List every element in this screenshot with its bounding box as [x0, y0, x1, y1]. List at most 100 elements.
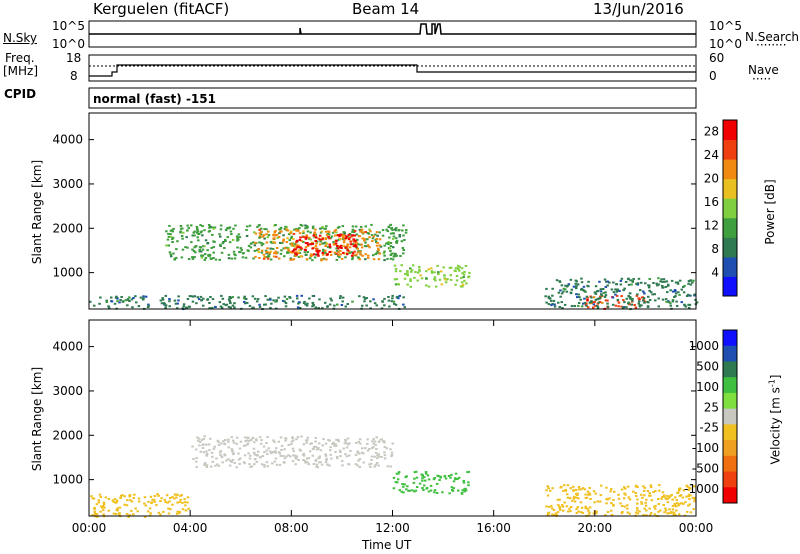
data-pixel — [377, 455, 381, 458]
data-pixel — [359, 253, 363, 256]
data-pixel — [114, 501, 117, 504]
data-pixel — [188, 295, 192, 298]
data-pixel — [277, 296, 280, 299]
data-pixel — [353, 229, 357, 232]
data-pixel — [191, 300, 195, 303]
data-pixel — [306, 244, 310, 247]
data-pixel — [351, 300, 354, 303]
data-pixel — [434, 285, 438, 288]
data-pixel — [340, 257, 344, 260]
data-pixel — [406, 271, 409, 274]
data-pixel — [315, 240, 319, 243]
data-pixel — [111, 499, 115, 502]
colorbar-swatch — [723, 471, 737, 488]
data-pixel — [131, 306, 134, 309]
data-pixel — [214, 464, 217, 467]
data-pixel — [345, 446, 349, 449]
data-pixel — [682, 489, 686, 492]
data-pixel — [345, 442, 348, 445]
data-pixel — [298, 252, 302, 254]
data-pixel — [615, 290, 618, 293]
data-pixel — [335, 239, 338, 242]
data-pixel — [316, 251, 320, 254]
data-pixel — [355, 233, 359, 236]
data-pixel — [588, 487, 591, 489]
data-pixel — [346, 244, 349, 247]
data-pixel — [358, 452, 361, 455]
data-pixel — [137, 305, 141, 308]
colorbar-tick-label: -500 — [692, 462, 719, 476]
data-pixel — [371, 440, 374, 443]
data-pixel — [190, 295, 193, 298]
data-pixel — [251, 437, 254, 440]
data-pixel — [253, 441, 256, 444]
data-pixel — [324, 454, 328, 457]
data-pixel — [351, 243, 354, 245]
data-pixel — [668, 508, 671, 511]
data-pixel — [342, 244, 346, 247]
data-pixel — [274, 224, 277, 226]
data-pixel — [333, 251, 337, 254]
data-pixel — [265, 461, 269, 464]
data-pixel — [444, 281, 448, 284]
data-pixel — [363, 239, 366, 242]
data-pixel — [566, 484, 570, 487]
data-pixel — [212, 447, 216, 450]
data-pixel — [420, 277, 424, 280]
data-pixel — [246, 442, 250, 445]
data-pixel — [463, 270, 466, 273]
data-pixel — [321, 258, 324, 261]
data-pixel — [444, 477, 448, 480]
data-pixel — [592, 306, 595, 309]
data-pixel — [577, 486, 581, 488]
data-pixel — [220, 442, 223, 445]
data-pixel — [265, 449, 269, 452]
data-pixel — [356, 251, 360, 254]
data-pixel — [612, 504, 615, 507]
data-pixel — [631, 279, 634, 282]
data-pixel — [397, 297, 400, 300]
data-pixel — [192, 250, 196, 252]
data-pixel — [113, 498, 117, 501]
data-pixel — [238, 447, 242, 450]
data-pixel — [662, 278, 666, 281]
data-pixel — [594, 292, 598, 295]
data-pixel — [596, 289, 600, 292]
data-pixel — [391, 237, 395, 240]
data-pixel — [400, 490, 403, 493]
data-pixel — [347, 463, 350, 465]
data-pixel — [370, 462, 373, 465]
data-pixel — [205, 466, 209, 468]
data-pixel — [256, 249, 259, 252]
data-pixel — [339, 455, 342, 458]
data-pixel — [661, 284, 664, 287]
data-pixel — [416, 279, 419, 282]
data-pixel — [587, 514, 591, 517]
data-pixel — [560, 292, 564, 295]
data-pixel — [277, 236, 281, 238]
data-pixel — [619, 283, 623, 286]
data-pixel — [403, 277, 407, 280]
data-pixel — [582, 302, 585, 305]
data-pixel — [678, 293, 681, 296]
data-pixel — [128, 514, 131, 517]
data-pixel — [118, 506, 122, 509]
data-pixel — [343, 239, 346, 242]
data-pixel — [624, 281, 628, 283]
data-pixel — [228, 241, 232, 244]
data-pixel — [315, 236, 318, 239]
data-pixel — [253, 463, 256, 466]
data-pixel — [351, 252, 355, 255]
data-pixel — [384, 457, 387, 460]
data-pixel — [461, 283, 465, 286]
data-pixel — [128, 296, 131, 299]
data-pixel — [351, 225, 355, 228]
data-pixel — [364, 225, 367, 228]
data-pixel — [687, 495, 691, 498]
data-pixel — [686, 293, 690, 296]
data-pixel — [372, 258, 376, 261]
data-pixel — [298, 239, 302, 241]
data-pixel — [321, 252, 324, 254]
data-pixel — [638, 300, 641, 303]
data-pixel — [168, 300, 171, 303]
